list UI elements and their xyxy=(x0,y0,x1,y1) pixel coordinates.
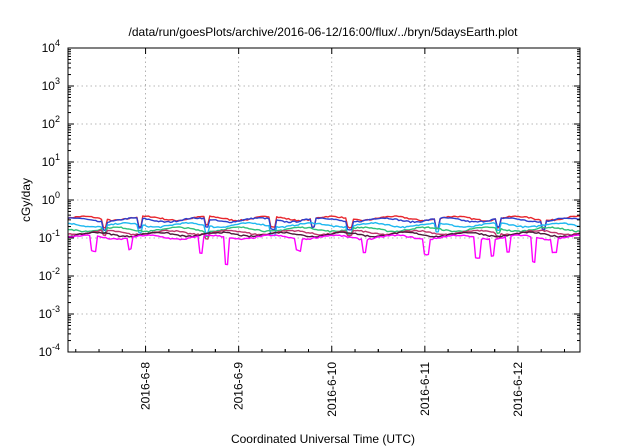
x-tick-label: 2016-6-8 xyxy=(139,362,153,410)
y-tick-label: 10-3 xyxy=(39,304,60,321)
x-axis-label: Coordinated Universal Time (UTC) xyxy=(231,432,415,446)
series-line-2 xyxy=(68,216,581,232)
y-tick-label: 101 xyxy=(42,152,60,169)
y-tick-label: 102 xyxy=(42,114,60,131)
y-tick-label: 10-1 xyxy=(39,228,60,245)
series-line-3 xyxy=(67,221,580,237)
y-tick-label: 104 xyxy=(42,38,60,55)
y-tick-label: 103 xyxy=(42,76,60,93)
grid-lines xyxy=(68,48,580,352)
y-tick-label: 100 xyxy=(42,190,60,207)
y-tick-label: 10-4 xyxy=(39,342,60,359)
x-tick-label: 2016-6-9 xyxy=(232,362,246,410)
series-line-7 xyxy=(67,234,581,266)
y-axis-ticks: 10-4 10-3 10-2 10-1 100 101 102 103 104 xyxy=(39,38,580,359)
x-tick-label: 2016-6-10 xyxy=(325,362,339,417)
series-lines xyxy=(67,215,581,266)
x-tick-label: 2016-6-12 xyxy=(511,362,525,417)
y-axis-label: cGy/day xyxy=(19,178,33,222)
series-line-4 xyxy=(67,226,581,238)
y-tick-label: 10-2 xyxy=(39,266,60,283)
x-tick-label: 2016-6-11 xyxy=(418,362,432,416)
chart-title: /data/run/goesPlots/archive/2016-06-12/1… xyxy=(129,25,519,39)
x-axis-ticks: 2016-6-8 2016-6-9 2016-6-10 2016-6-11 2016-6… xyxy=(75,48,565,417)
